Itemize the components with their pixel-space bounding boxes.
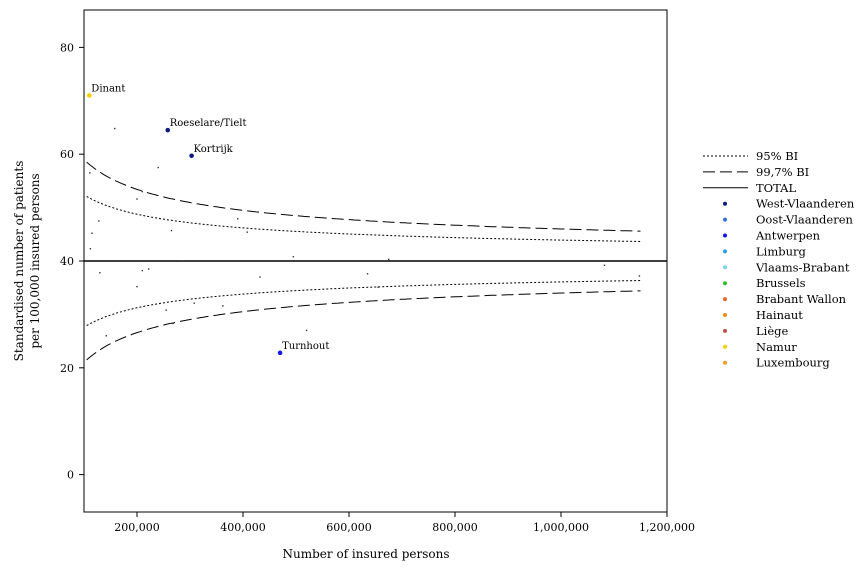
x-axis: 200,000 400,000 600,000 800,000 1,000,000 1,2… <box>114 512 695 534</box>
legend-label: Brabant Wallon <box>756 292 847 306</box>
legend-label: Oost-Vlaanderen <box>756 213 853 227</box>
data-point <box>222 305 224 307</box>
legend-label: Brussels <box>756 276 806 290</box>
x-tick-label: 200,000 <box>114 521 160 534</box>
legend-marker <box>723 313 727 317</box>
y-tick-label: 20 <box>60 362 74 375</box>
highlighted-point <box>87 93 92 98</box>
data-point <box>292 256 295 258</box>
data-point <box>114 127 116 130</box>
legend-label: West-Vlaanderen <box>756 197 855 211</box>
legend-marker <box>723 233 727 238</box>
y-tick-label: 80 <box>60 41 74 54</box>
y-tick-label: 60 <box>60 148 74 161</box>
legend-label: TOTAL <box>756 181 796 195</box>
data-point <box>147 268 150 270</box>
legend-marker <box>723 265 727 270</box>
legend-marker <box>723 217 727 222</box>
legend-label: Limburg <box>756 244 806 258</box>
y-axis-title-line-2: per 100,000 insured persons <box>28 173 42 348</box>
data-point <box>388 258 390 261</box>
y-axis-title: Standardised number of patients per 100,… <box>12 161 42 362</box>
legend-label: Hainaut <box>756 308 803 322</box>
data-point <box>136 198 138 200</box>
data-point <box>246 231 248 233</box>
data-point <box>366 273 369 275</box>
legend-marker <box>723 360 727 365</box>
data-point <box>165 309 167 311</box>
data-point <box>99 272 101 274</box>
legend-label: 99,7% BI <box>756 165 809 179</box>
data-point <box>259 276 261 278</box>
data-point <box>98 220 100 222</box>
data-point <box>89 172 91 174</box>
legend: 95% BI 99,7% BI TOTAL West-Vlaanderen Oost-V… <box>703 149 855 370</box>
highlighted-point <box>189 153 194 159</box>
legend-marker <box>723 344 727 349</box>
y-axis: 0 20 40 60 80 <box>60 41 84 482</box>
legend-marker <box>723 297 727 302</box>
x-tick-label: 400,000 <box>220 521 266 534</box>
data-point <box>105 335 107 337</box>
points-layer: Dinant Roeselare/Tielt Kortrijk Turnhout <box>87 83 641 356</box>
x-tick-label: 1,000,000 <box>533 521 589 534</box>
point-label: Dinant <box>91 83 125 94</box>
data-point <box>141 190 143 193</box>
highlighted-point <box>165 127 171 133</box>
data-point <box>377 286 379 288</box>
data-point <box>181 260 183 262</box>
data-point <box>170 229 173 232</box>
data-point <box>141 269 143 272</box>
highlighted-point <box>277 350 283 356</box>
legend-label: Luxembourg <box>756 356 830 370</box>
data-point <box>89 248 92 250</box>
data-point <box>193 302 195 304</box>
point-label: Roeselare/Tielt <box>170 118 247 129</box>
data-point <box>237 218 239 220</box>
point-label: Kortrijk <box>194 144 234 155</box>
y-tick-label: 0 <box>67 469 74 482</box>
legend-label: 95% BI <box>756 149 798 163</box>
upper-95-limit <box>86 195 641 242</box>
funnel-lines <box>84 161 667 361</box>
data-point <box>638 275 641 277</box>
legend-label: Vlaams-Brabant <box>755 260 850 274</box>
data-point <box>157 166 159 169</box>
y-tick-label: 40 <box>60 255 74 268</box>
x-axis-title: Number of insured persons <box>283 547 450 561</box>
data-point <box>136 285 138 288</box>
data-point <box>305 329 308 332</box>
legend-label: Antwerpen <box>755 229 821 243</box>
point-label: Turnhout <box>282 341 329 352</box>
legend-marker <box>723 281 727 286</box>
legend-label: Liège <box>756 324 788 338</box>
legend-marker <box>723 249 727 254</box>
x-tick-label: 600,000 <box>326 521 372 534</box>
data-point <box>603 264 606 266</box>
y-axis-title-line-1: Standardised number of patients <box>12 161 26 362</box>
legend-marker <box>723 201 727 206</box>
x-tick-label: 1,200,000 <box>639 521 695 534</box>
legend-marker <box>723 328 727 333</box>
data-point <box>172 322 174 325</box>
data-point <box>91 232 93 234</box>
lower-95-limit <box>86 280 641 327</box>
legend-label: Namur <box>756 340 797 354</box>
x-tick-label: 800,000 <box>432 521 478 534</box>
